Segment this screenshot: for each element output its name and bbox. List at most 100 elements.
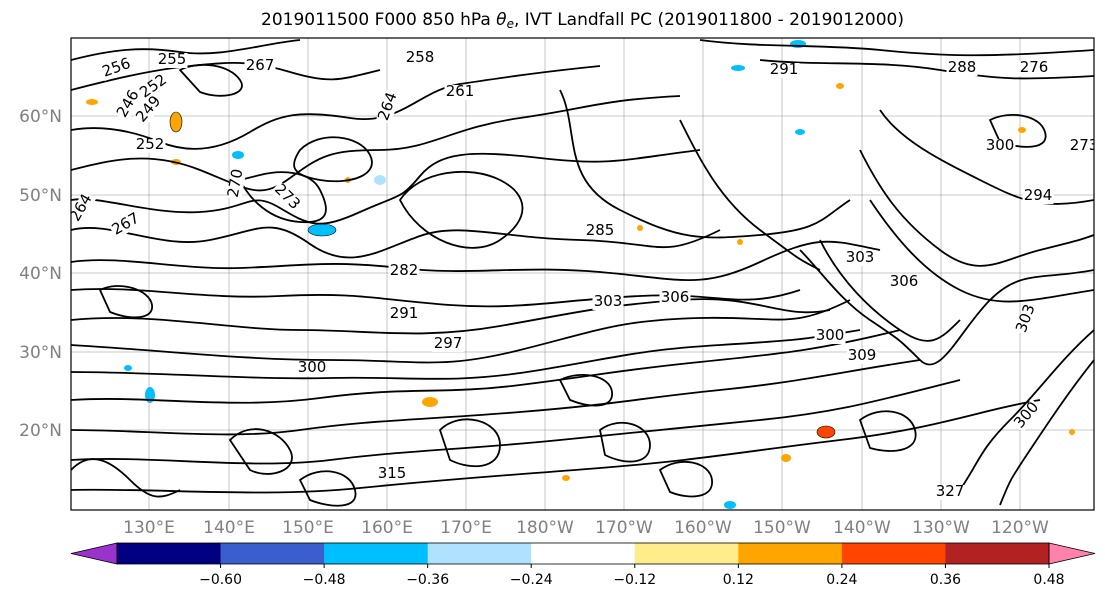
- contour-label-group: 327: [934, 482, 966, 500]
- contour-label: 306: [661, 288, 690, 306]
- colorbar-segment: [841, 543, 946, 564]
- contour-line: [399, 170, 524, 249]
- title-suffix: , IVT Landfall PC (2019011800 - 20190120…: [513, 10, 904, 30]
- contour-label-group: 258: [404, 48, 436, 66]
- colorbar-extend-max: [1048, 542, 1096, 565]
- contour-label-bg: [934, 485, 966, 500]
- negative-patch: [374, 175, 386, 185]
- contour-label: 306: [890, 272, 919, 290]
- contour-line: [293, 136, 373, 183]
- lat-label-60n: 60°N: [19, 107, 62, 127]
- contour-label-group: 252: [134, 135, 166, 153]
- contour-label-bg: [659, 291, 691, 306]
- contour-label: 282: [390, 261, 419, 279]
- contour-label-bg: [888, 275, 920, 290]
- contour-line: [71, 298, 831, 335]
- lon-label-170e: 170°E: [440, 518, 492, 538]
- contour-label-group: 309: [846, 346, 878, 364]
- contour-label-group: 276: [1018, 58, 1050, 76]
- contour-label-bg: [844, 251, 876, 266]
- contour-label-bg: [404, 51, 436, 66]
- contour-line: [239, 171, 327, 223]
- contour-line: [859, 149, 1094, 267]
- contour-label: 252: [136, 135, 165, 153]
- negative-patch: [795, 129, 805, 135]
- contour-line: [869, 199, 1094, 303]
- map-frame: [70, 37, 1095, 511]
- contour-label-group: 273: [1068, 136, 1094, 154]
- lon-label-150e: 150°E: [282, 518, 334, 538]
- contour-label-group: 270: [224, 166, 247, 200]
- lon-label-180w: 180°W: [516, 518, 574, 538]
- colorbar-tick-label: −0.24: [510, 572, 553, 588]
- latitude-labels: 60°N 50°N 40°N 30°N 20°N: [19, 107, 62, 441]
- contour-label: 270: [224, 167, 247, 198]
- colorbar-segment: [738, 543, 843, 564]
- negative-patch: [724, 501, 736, 509]
- contour-label: 315: [378, 464, 407, 482]
- negative-patch: [307, 223, 337, 237]
- colorbar-segment: [220, 543, 325, 564]
- contour-label: 276: [1020, 58, 1049, 76]
- contour-label-bg: [376, 467, 408, 482]
- contour-label: 309: [848, 346, 877, 364]
- contour-label-bg: [984, 139, 1016, 154]
- contour-label: 300: [986, 136, 1015, 154]
- contour-label-group: 267: [244, 56, 276, 74]
- colorbar-extend-min: [70, 542, 118, 565]
- negative-patch: [731, 65, 745, 71]
- contour-line: [439, 418, 501, 468]
- lon-label-130w: 130°W: [912, 518, 970, 538]
- contour-label: 255: [158, 50, 187, 68]
- positive-patch: [169, 111, 183, 133]
- contour-label-bg: [109, 210, 144, 240]
- contour-line: [559, 89, 851, 239]
- contour-line: [179, 63, 243, 97]
- contour-label-bg: [814, 329, 846, 344]
- contour-label-group: 294: [1022, 186, 1054, 204]
- contour-label: 258: [406, 48, 435, 66]
- contour-label-group: 306: [888, 272, 920, 290]
- contour-label-group: 297: [432, 334, 464, 352]
- contour-label-bg: [584, 224, 616, 239]
- contour-label-group: 288: [946, 58, 978, 76]
- lon-label-170w: 170°W: [595, 518, 653, 538]
- contour-label: 300: [298, 358, 327, 376]
- contour-label-bg: [136, 72, 171, 103]
- colorbar-segment: [945, 543, 1050, 564]
- contour-line: [599, 421, 651, 463]
- contour-label-group: 300: [296, 358, 328, 376]
- contour-label-group: 282: [388, 261, 420, 279]
- contour-line: [71, 329, 901, 404]
- contour-label-group: 306: [659, 288, 691, 306]
- lat-label-20n: 20°N: [19, 421, 62, 441]
- contour-label-bg: [1011, 399, 1044, 433]
- contour-label-bg: [133, 93, 166, 127]
- colorbar-tick-label: 0.36: [930, 572, 961, 588]
- colorbar-tick-label: −0.48: [303, 572, 346, 588]
- map-panel: [71, 38, 1094, 510]
- contour-label-bg: [376, 89, 402, 124]
- colorbar-segment: [427, 543, 532, 564]
- contour-label: 327: [936, 482, 965, 500]
- contour-label-group: 291: [768, 60, 800, 78]
- figure-title: 2019011500 F000 850 hPa θe, IVT Landfall…: [0, 10, 1105, 31]
- colorbar-tick-labels: −0.60 −0.48 −0.36 −0.24 −0.12 0.12 0.24 0.36 0.4…: [199, 564, 1065, 588]
- contour-label-bg: [270, 181, 303, 214]
- lon-label-150w: 150°W: [753, 518, 811, 538]
- contour-label: 291: [390, 304, 419, 322]
- contour-line: [229, 428, 293, 475]
- contour-line: [959, 329, 1094, 491]
- contour-label: 261: [446, 82, 475, 100]
- colorbar-segment: [634, 543, 739, 564]
- colorbar-tick-label: −0.12: [613, 572, 656, 588]
- contour-label-group: 315: [376, 464, 408, 482]
- contour-label-group: 255: [156, 50, 188, 68]
- lon-label-120w: 120°W: [991, 518, 1049, 538]
- contour-line: [71, 379, 961, 465]
- title-prefix: 2019011500 F000 850 hPa: [261, 10, 497, 30]
- contour-label-bg: [768, 63, 800, 78]
- contour-label-bg: [432, 337, 464, 352]
- positive-patch: [422, 397, 438, 407]
